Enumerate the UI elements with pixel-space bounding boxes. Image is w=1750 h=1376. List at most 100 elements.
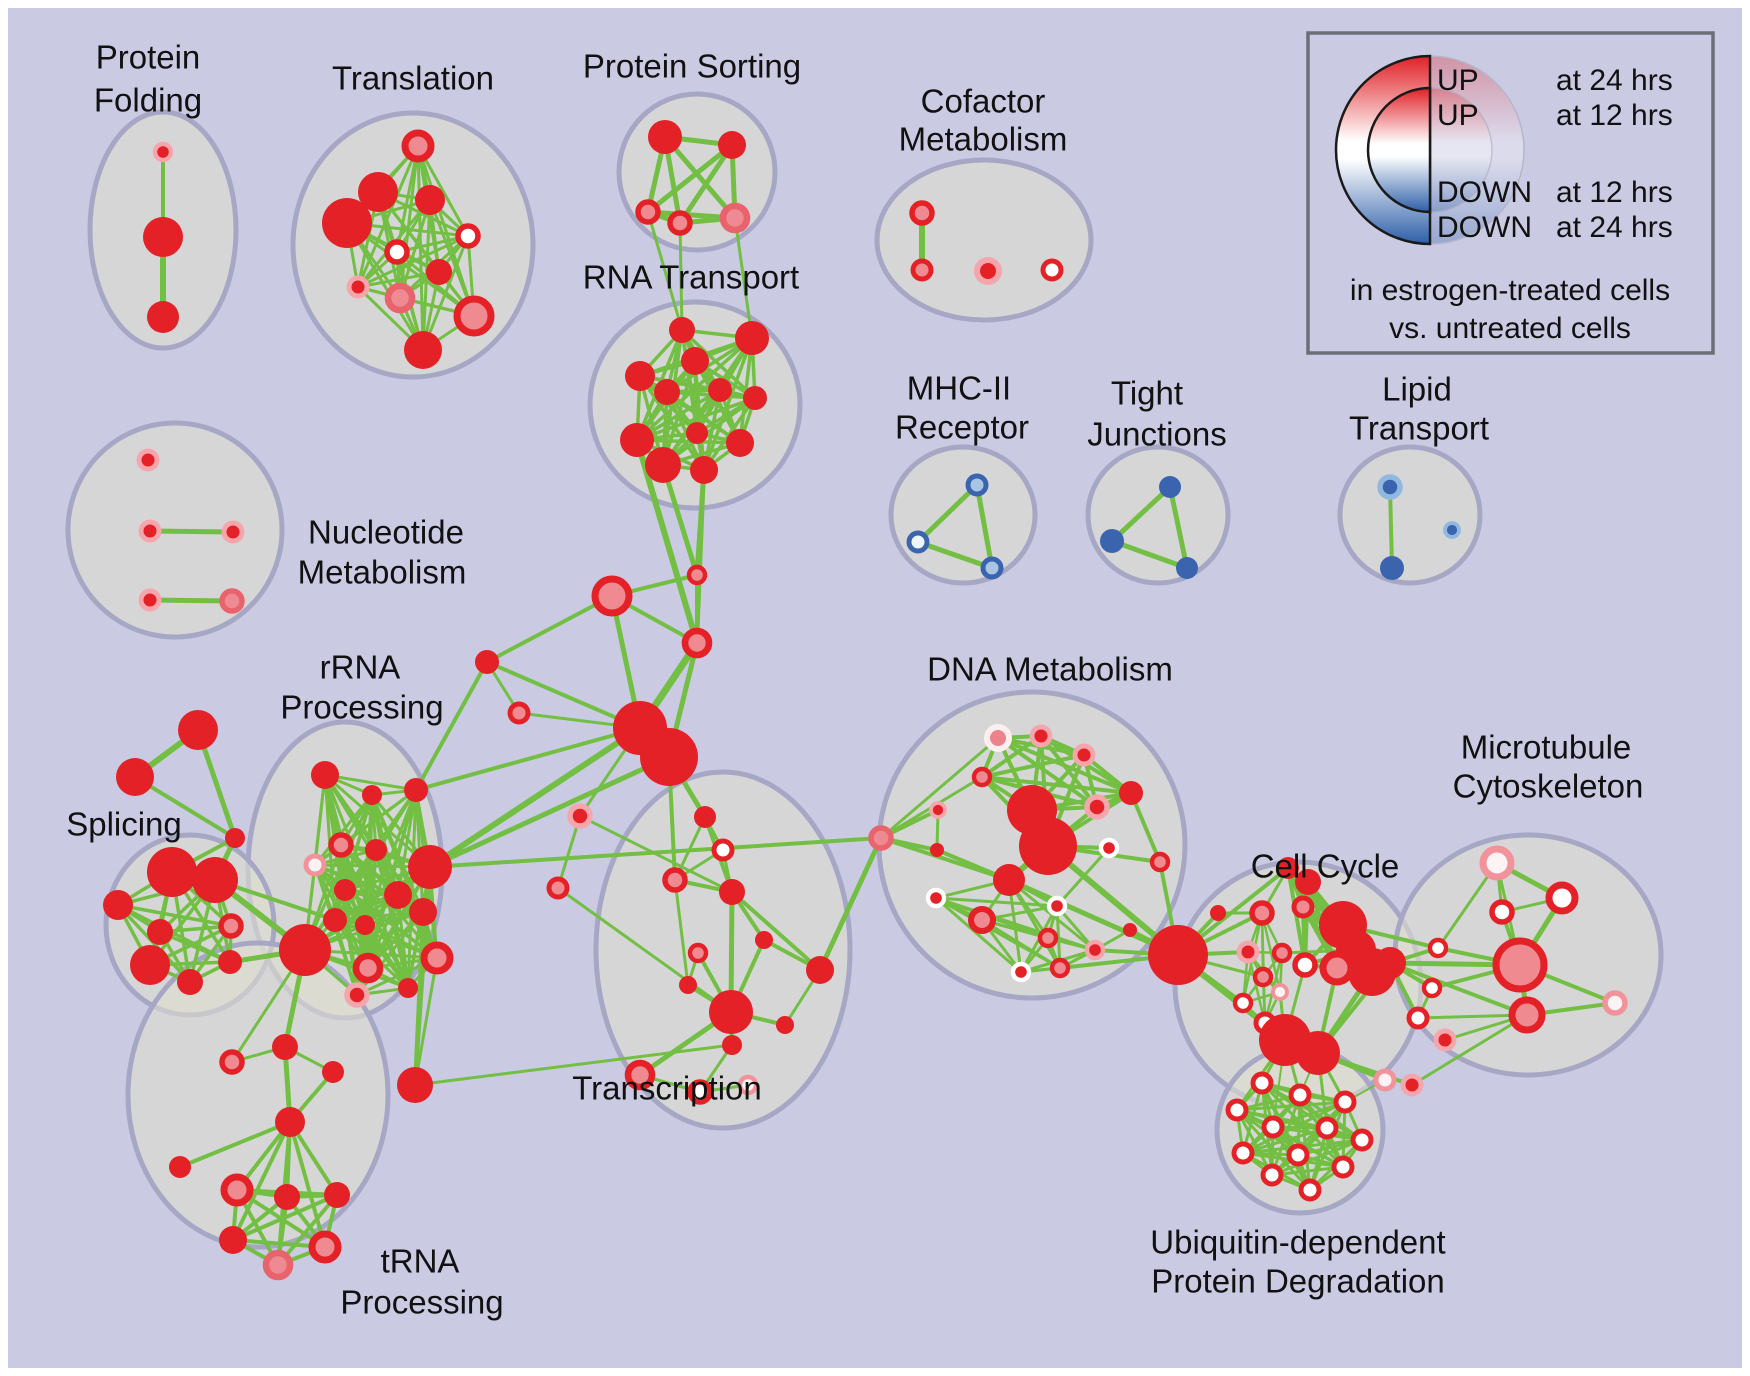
node-tr1[interactable] <box>694 806 716 828</box>
node-s2[interactable] <box>192 857 238 903</box>
node-cm1[interactable] <box>909 200 935 226</box>
node-d11[interactable] <box>930 843 944 857</box>
node-tr5[interactable] <box>687 942 709 964</box>
node-d20[interactable] <box>1010 961 1032 983</box>
node-r5[interactable] <box>303 853 327 877</box>
node-d21[interactable] <box>1049 957 1071 979</box>
node-t4[interactable] <box>322 198 372 248</box>
node-d15[interactable] <box>967 905 997 935</box>
node-d4[interactable] <box>971 766 993 788</box>
node-tr9[interactable] <box>806 956 834 984</box>
node-s7[interactable] <box>218 913 244 939</box>
node-tr7[interactable] <box>679 976 697 994</box>
node-rt11[interactable] <box>645 447 681 483</box>
node-lt1[interactable] <box>1377 474 1403 500</box>
node-na[interactable] <box>475 650 499 674</box>
node-cm2[interactable] <box>910 258 934 282</box>
node-d19[interactable] <box>1123 923 1137 937</box>
node-cw2[interactable] <box>1291 895 1315 919</box>
node-b3[interactable] <box>1421 977 1443 999</box>
node-rt8[interactable] <box>686 422 708 444</box>
node-m1[interactable] <box>591 575 633 617</box>
node-pf2[interactable] <box>143 217 183 257</box>
node-mh1[interactable] <box>965 473 989 497</box>
node-rt5[interactable] <box>654 379 680 405</box>
node-cw3[interactable] <box>1236 940 1260 964</box>
node-r10[interactable] <box>323 908 347 932</box>
node-tc0c[interactable] <box>219 1049 245 1075</box>
node-lt2[interactable] <box>1380 556 1404 580</box>
node-ps2[interactable] <box>718 131 746 159</box>
node-tr2[interactable] <box>711 838 735 862</box>
node-r3[interactable] <box>404 778 428 802</box>
node-tr8[interactable] <box>709 990 753 1034</box>
node-rt2[interactable] <box>735 321 769 355</box>
node-r12[interactable] <box>409 898 437 926</box>
node-tg3[interactable] <box>225 828 245 848</box>
node-ccx[interactable] <box>1210 905 1226 921</box>
node-t6[interactable] <box>384 239 410 265</box>
node-ps1[interactable] <box>648 120 682 154</box>
node-t11[interactable] <box>404 331 442 369</box>
node-r9[interactable] <box>384 881 412 909</box>
node-cc4[interactable] <box>1319 950 1355 986</box>
node-r13[interactable] <box>279 924 331 976</box>
node-ti[interactable] <box>169 1156 191 1178</box>
node-d16[interactable] <box>1046 895 1068 917</box>
node-x1[interactable] <box>567 803 593 829</box>
node-r16[interactable] <box>344 982 370 1008</box>
node-d14[interactable] <box>925 887 947 909</box>
node-tg2[interactable] <box>116 758 154 796</box>
node-b5[interactable] <box>1373 1068 1397 1092</box>
node-r8[interactable] <box>334 879 356 901</box>
node-tb[interactable] <box>397 1067 433 1103</box>
node-tb1[interactable] <box>624 1059 656 1091</box>
node-t8[interactable] <box>346 275 370 299</box>
node-tr4[interactable] <box>719 879 745 905</box>
node-r15[interactable] <box>420 941 454 975</box>
node-x2[interactable] <box>546 876 570 900</box>
node-mc3[interactable] <box>1489 899 1515 925</box>
node-mc2[interactable] <box>1545 881 1579 915</box>
node-nm3[interactable] <box>221 520 245 544</box>
node-tc0b[interactable] <box>322 1061 344 1083</box>
node-pf3[interactable] <box>147 301 179 333</box>
node-r6[interactable] <box>365 839 387 861</box>
node-tx6[interactable] <box>262 1249 294 1281</box>
node-tx4[interactable] <box>219 1226 247 1254</box>
node-rt9[interactable] <box>620 423 654 457</box>
node-cw8[interactable] <box>1232 992 1254 1014</box>
node-tr6[interactable] <box>755 931 773 949</box>
node-r11[interactable] <box>355 915 375 935</box>
node-b4[interactable] <box>1400 1073 1424 1097</box>
node-cw5[interactable] <box>1292 952 1318 978</box>
node-u2[interactable] <box>1288 1083 1312 1107</box>
node-d2[interactable] <box>1029 724 1053 748</box>
node-tc0[interactable] <box>272 1034 298 1060</box>
node-rt6[interactable] <box>708 378 732 402</box>
node-mc10[interactable] <box>1433 1028 1457 1052</box>
node-b2[interactable] <box>1427 937 1449 959</box>
node-s5[interactable] <box>130 945 170 985</box>
node-mh2[interactable] <box>906 530 930 554</box>
node-mc1[interactable] <box>1479 845 1515 881</box>
node-d1[interactable] <box>983 723 1013 753</box>
node-mh3[interactable] <box>980 556 1004 580</box>
node-rt4[interactable] <box>625 361 655 391</box>
node-s4[interactable] <box>147 919 173 945</box>
node-cm4[interactable] <box>1040 258 1064 282</box>
node-tx5[interactable] <box>308 1230 342 1264</box>
node-nm2[interactable] <box>138 519 162 543</box>
node-tr10[interactable] <box>776 1016 794 1034</box>
node-rt1[interactable] <box>669 317 695 343</box>
node-s6[interactable] <box>177 969 203 995</box>
node-h2[interactable] <box>640 728 698 786</box>
node-u9[interactable] <box>1286 1143 1310 1167</box>
node-m2[interactable] <box>686 564 708 586</box>
node-rt12[interactable] <box>690 456 718 484</box>
node-cw1[interactable] <box>1249 900 1275 926</box>
node-d13[interactable] <box>1149 851 1171 873</box>
node-d17[interactable] <box>1037 927 1059 949</box>
node-p1[interactable] <box>868 825 894 851</box>
node-db2[interactable] <box>1296 1031 1340 1075</box>
